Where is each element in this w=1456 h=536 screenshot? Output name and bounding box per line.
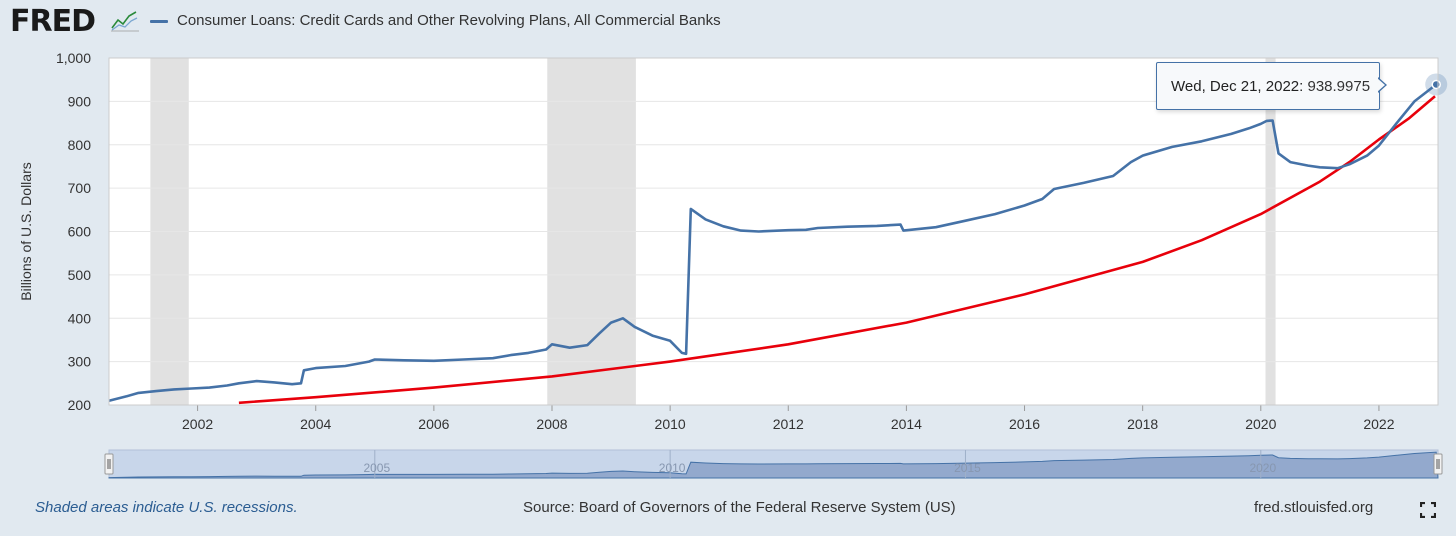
x-tick-label: 2018 (1127, 416, 1158, 432)
y-tick-label: 700 (68, 180, 92, 196)
y-axis-title: Billions of U.S. Dollars (18, 162, 34, 301)
x-tick-label: 2022 (1363, 416, 1394, 432)
navigator-tick-label: 2010 (659, 461, 686, 475)
plot-border (108, 57, 1439, 406)
x-tick-label: 2008 (536, 416, 567, 432)
fullscreen-icon[interactable] (1420, 502, 1436, 518)
trend-curve (238, 95, 1436, 405)
x-tick-label: 2006 (418, 416, 449, 432)
tooltip-content: Wed, Dec 21, 2022: 938.9975 (1171, 78, 1370, 95)
legend-series-label[interactable]: Consumer Loans: Credit Cards and Other R… (177, 12, 721, 29)
x-tick-label: 2016 (1009, 416, 1040, 432)
tooltip-pointer-inner (1377, 78, 1385, 92)
x-tick-label: 2020 (1245, 416, 1276, 432)
y-tick-label: 300 (68, 354, 92, 370)
navigator-right-handle[interactable] (1433, 453, 1443, 475)
fred-logo[interactable]: FRED (10, 4, 96, 39)
legend-series-swatch (150, 20, 168, 23)
data-tooltip: Wed, Dec 21, 2022: 938.9975 (1156, 62, 1380, 110)
source-note: Source: Board of Governors of the Federa… (523, 499, 956, 516)
y-tick-label: 200 (68, 397, 92, 413)
handle-grip[interactable] (1433, 453, 1443, 475)
navigator-tick-label: 2020 (1249, 461, 1276, 475)
handle-grip[interactable] (104, 453, 114, 475)
y-tick-label: 600 (68, 224, 92, 240)
hover-point[interactable] (1431, 79, 1441, 90)
x-tick-label: 2002 (182, 416, 213, 432)
navigator-tick-label: 2005 (363, 461, 390, 475)
navigator-series-area (108, 451, 1439, 479)
x-tick-label: 2014 (891, 416, 922, 432)
x-tick-label: 2010 (655, 416, 686, 432)
y-tick-label: 400 (68, 310, 92, 326)
chart-header: FRED Consumer Loans: Credit Cards and Ot… (0, 0, 1456, 44)
y-tick-label: 900 (68, 93, 92, 109)
tooltip-date: Wed, Dec 21, 2022: (1171, 78, 1304, 95)
recession-note: Shaded areas indicate U.S. recessions. (35, 499, 298, 516)
x-tick-label: 2004 (300, 416, 331, 432)
navigator-left-handle[interactable] (104, 453, 114, 475)
line-graph-icon (110, 8, 140, 32)
series-line[interactable] (108, 83, 1437, 402)
y-tick-label: 800 (68, 137, 92, 153)
site-link[interactable]: fred.stlouisfed.org (1254, 499, 1374, 516)
navigator-tick-label: 2015 (954, 461, 981, 475)
tooltip-value: 938.9975 (1307, 78, 1371, 95)
x-tick-label: 2012 (773, 416, 804, 432)
y-tick-label: 500 (68, 267, 92, 283)
y-tick-label: 1,000 (56, 50, 91, 66)
